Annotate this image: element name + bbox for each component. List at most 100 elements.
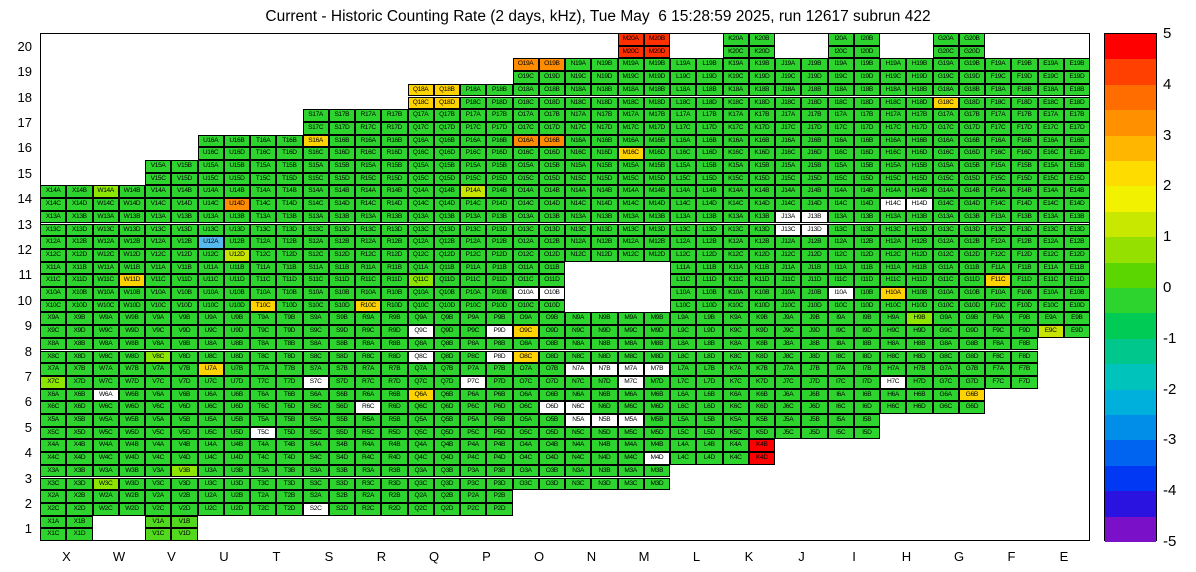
cell-J19B: J19B [801, 58, 828, 72]
cell-H18A: H18A [880, 83, 907, 97]
cell-L6C: L6C [670, 401, 697, 414]
cell-I9C: I9C [827, 325, 854, 338]
cell-Q15D: Q15D [433, 172, 460, 186]
cell-F12A: F12A [985, 236, 1012, 249]
cell-S13A: S13A [302, 210, 329, 224]
cell-I18D: I18D [853, 96, 880, 110]
y-axis-label-7: 7 [24, 368, 32, 384]
cell-L6B: L6B [696, 388, 723, 402]
cell-O4D: O4D [538, 452, 565, 465]
cell-N5B: N5B [591, 414, 618, 427]
cell-Q8C: Q8C [407, 350, 434, 364]
cell-I16A: I16A [827, 134, 854, 148]
cell-K14C: K14C [722, 198, 749, 211]
cell-W9A: W9A [92, 312, 119, 326]
cell-V9C: V9C [145, 325, 172, 338]
cell-I15B: I15B [853, 160, 880, 173]
cell-S14A: S14A [302, 185, 329, 199]
cell-W5D: W5D [118, 426, 145, 440]
cell-K11A: K11A [722, 261, 749, 275]
cell-L5C: L5C [670, 426, 697, 440]
cell-U2C: U2C [197, 502, 224, 516]
cell-I14A: I14A [827, 185, 854, 199]
cell-X13A: X13A [40, 210, 67, 224]
cell-X11A: X11A [40, 261, 67, 275]
cell-Q18A: Q18A [407, 83, 434, 97]
cell-K18C: K18C [722, 96, 749, 110]
cell-W14C: W14C [92, 198, 119, 211]
cell-M19B: M19B [643, 58, 670, 72]
cell-V15A: V15A [145, 160, 172, 173]
cell-P17A: P17A [460, 109, 487, 122]
cell-S7C: S7C [302, 375, 329, 389]
cell-K17C: K17C [722, 121, 749, 135]
cell-Q3D: Q3D [433, 477, 460, 491]
cell-H8A: H8A [880, 337, 907, 351]
cell-I9A: I9A [827, 312, 854, 326]
cell-R15A: R15A [355, 160, 382, 173]
cell-R7A: R7A [355, 363, 382, 376]
cell-M8A: M8A [617, 337, 644, 351]
cell-N7A: N7A [565, 363, 592, 376]
cell-M6B: M6B [643, 388, 670, 402]
cell-L19B: L19B [696, 58, 723, 72]
cell-R4B: R4B [381, 439, 408, 453]
cell-V7A: V7A [145, 363, 172, 376]
cell-J12C: J12C [775, 248, 802, 262]
cell-Q10B: Q10B [433, 287, 460, 300]
cell-J15C: J15C [775, 172, 802, 186]
cell-L4A: L4A [670, 439, 697, 453]
cell-Q8B: Q8B [433, 337, 460, 351]
cell-W11B: W11B [118, 261, 145, 275]
y-axis-label-3: 3 [24, 470, 32, 486]
cell-Q17B: Q17B [433, 109, 460, 122]
cell-W4C: W4C [92, 452, 119, 465]
cell-H19C: H19C [880, 71, 907, 84]
cell-J17C: J17C [775, 121, 802, 135]
cell-R7D: R7D [381, 375, 408, 389]
cell-P7D: P7D [486, 375, 513, 389]
cell-Q9B: Q9B [433, 312, 460, 326]
cell-T16A: T16A [250, 134, 277, 148]
y-axis-label-2: 2 [24, 495, 32, 511]
cell-X1C: X1C [40, 528, 67, 541]
cell-O12B: O12B [538, 236, 565, 249]
cell-L16A: L16A [670, 134, 697, 148]
cell-M3B: M3B [643, 464, 670, 478]
cell-S2D: S2D [328, 502, 355, 516]
cell-O6D: O6D [538, 401, 565, 414]
cell-G13A: G13A [932, 210, 959, 224]
cell-X7B: X7B [66, 363, 93, 376]
colorbar [1104, 33, 1157, 542]
cell-F10C: F10C [985, 299, 1012, 313]
cell-T13C: T13C [250, 223, 277, 237]
cell-P10C: P10C [460, 299, 487, 313]
cell-T3C: T3C [250, 477, 277, 491]
cell-L7D: L7D [696, 375, 723, 389]
cell-Q17D: Q17D [433, 121, 460, 135]
cell-P2A: P2A [460, 490, 487, 503]
cell-X10A: X10A [40, 287, 67, 300]
cell-H17D: H17D [906, 121, 933, 135]
cell-U10C: U10C [197, 299, 224, 313]
cell-X9A: X9A [40, 312, 67, 326]
cell-H11A: H11A [880, 261, 907, 275]
cell-L13C: L13C [670, 223, 697, 237]
cell-V14D: V14D [171, 198, 198, 211]
cell-N18B: N18B [591, 83, 618, 97]
cell-Q12A: Q12A [407, 236, 434, 249]
cell-U15C: U15C [197, 172, 224, 186]
cell-N19A: N19A [565, 58, 592, 72]
cell-F13B: F13B [1011, 210, 1038, 224]
cell-G9B: G9B [958, 312, 985, 326]
cell-W13D: W13D [118, 223, 145, 237]
cell-H9B: H9B [906, 312, 933, 326]
cell-M13C: M13C [617, 223, 644, 237]
cell-X7A: X7A [40, 363, 67, 376]
cell-W12A: W12A [92, 236, 119, 249]
cell-T10B: T10B [276, 287, 303, 300]
cell-J11D: J11D [801, 274, 828, 287]
cell-P13D: P13D [486, 223, 513, 237]
cell-Q16B: Q16B [433, 134, 460, 148]
